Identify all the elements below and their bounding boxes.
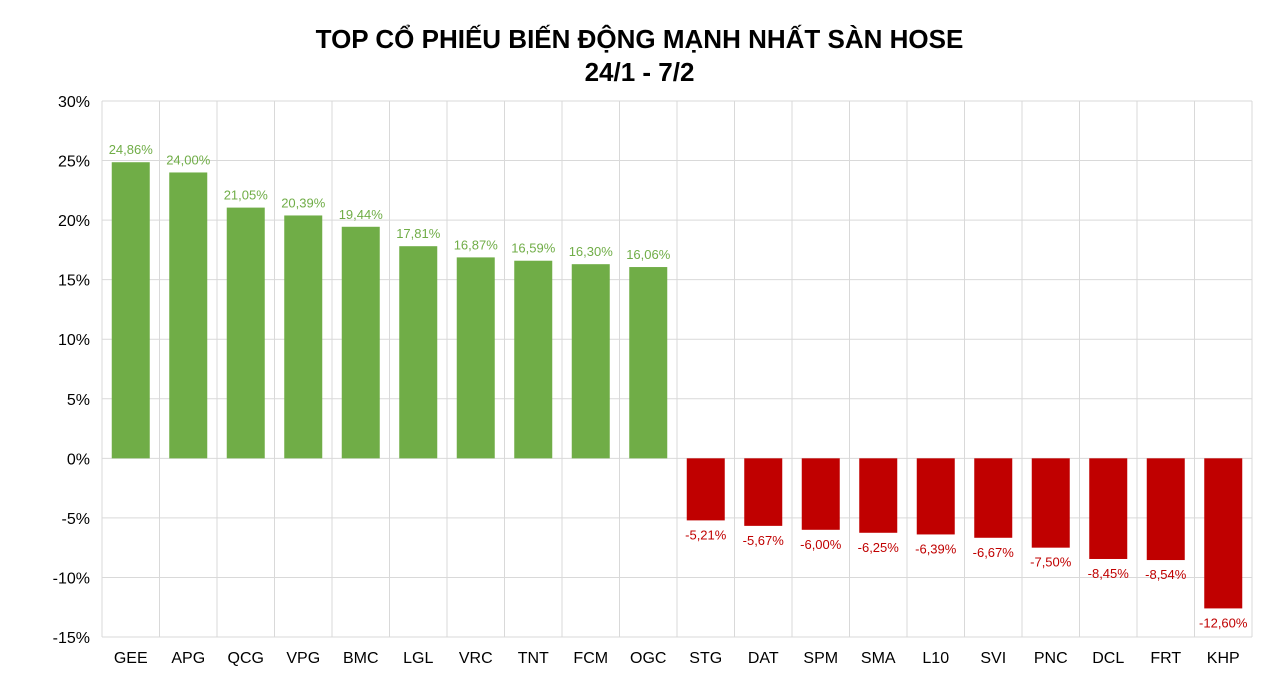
bar-tnt	[514, 260, 553, 459]
bar-pnc	[1031, 458, 1070, 548]
data-label: 19,44%	[339, 207, 384, 222]
y-tick-label: 15%	[58, 273, 90, 290]
y-tick-label: 25%	[58, 154, 90, 171]
category-label: FCM	[573, 650, 608, 667]
category-label: DCL	[1092, 650, 1124, 667]
bar-vrc	[456, 257, 495, 459]
y-tick-label: 10%	[58, 332, 90, 349]
bar-fcm	[571, 264, 610, 459]
data-labels: 24,86% 24,00% 21,05% 20,39% 19,44% 17,81% 16,8…	[109, 142, 1248, 630]
bar-stg	[686, 458, 725, 521]
y-tick-label: 0%	[67, 451, 90, 468]
y-axis-ticks: 30% 25% 20% 15% 10% 5% 0% -5% -10% -15%	[53, 94, 90, 647]
category-label: GEE	[114, 650, 148, 667]
x-axis-categories: GEE APG QCG VPG BMC LGL VRC TNT FCM OGC STG DAT SPM S…	[114, 650, 1240, 667]
bars	[111, 162, 1243, 609]
data-label: 16,30%	[569, 244, 614, 259]
data-label: -8,54%	[1145, 567, 1187, 582]
bar-bmc	[341, 226, 380, 459]
category-label: KHP	[1207, 650, 1240, 667]
y-tick-label: -15%	[53, 630, 90, 647]
bar-vpg	[284, 215, 323, 459]
bar-apg	[169, 172, 208, 459]
chart-subtitle: 24/1 - 7/2	[584, 57, 695, 87]
y-tick-label: 5%	[67, 392, 90, 409]
data-label: 16,06%	[626, 247, 671, 262]
data-label: 20,39%	[281, 195, 326, 210]
category-label: VPG	[286, 650, 320, 667]
chart-title: TOP CỔ PHIẾU BIẾN ĐỘNG MẠNH NHẤT SÀN HOS…	[315, 24, 964, 54]
category-label: SMA	[861, 650, 896, 667]
data-label: 24,00%	[166, 152, 211, 167]
data-label: 17,81%	[396, 226, 441, 241]
data-label: 16,87%	[454, 237, 499, 252]
category-label: PNC	[1034, 650, 1068, 667]
y-tick-label: -5%	[62, 511, 90, 528]
bar-dat	[744, 458, 783, 526]
data-label: 16,59%	[511, 241, 556, 256]
data-label: -12,60%	[1199, 615, 1248, 630]
bar-qcg	[226, 207, 265, 459]
bar-l10	[916, 458, 955, 535]
bar-lgl	[399, 246, 438, 459]
bar-dcl	[1089, 458, 1128, 559]
data-label: -7,50%	[1030, 555, 1072, 570]
category-label: DAT	[748, 650, 779, 667]
category-label: L10	[922, 650, 949, 667]
bar-khp	[1204, 458, 1243, 609]
bar-spm	[801, 458, 840, 530]
category-label: SPM	[803, 650, 838, 667]
data-label: -8,45%	[1088, 566, 1130, 581]
data-label: -6,67%	[973, 545, 1015, 560]
category-label: OGC	[630, 650, 666, 667]
category-label: TNT	[518, 650, 549, 667]
category-label: LGL	[403, 650, 433, 667]
y-tick-label: 30%	[58, 94, 90, 111]
data-label: -5,67%	[743, 533, 785, 548]
category-label: FRT	[1150, 650, 1181, 667]
data-label: -6,39%	[915, 541, 957, 556]
grid-layer	[101, 100, 1253, 638]
y-tick-label: -10%	[53, 570, 90, 587]
data-label: -6,00%	[800, 537, 842, 552]
bar-ogc	[629, 267, 668, 459]
bar-frt	[1146, 458, 1185, 561]
category-label: QCG	[228, 650, 264, 667]
category-label: SVI	[980, 650, 1006, 667]
bar-gee	[111, 162, 150, 459]
category-label: BMC	[343, 650, 379, 667]
category-label: APG	[171, 650, 205, 667]
bar-svi	[974, 458, 1013, 538]
y-tick-label: 20%	[58, 213, 90, 230]
data-label: -6,25%	[858, 540, 900, 555]
category-label: STG	[689, 650, 722, 667]
data-label: -5,21%	[685, 527, 727, 542]
bar-sma	[859, 458, 898, 533]
data-label: 24,86%	[109, 142, 154, 157]
category-label: VRC	[459, 650, 493, 667]
data-label: 21,05%	[224, 188, 269, 203]
